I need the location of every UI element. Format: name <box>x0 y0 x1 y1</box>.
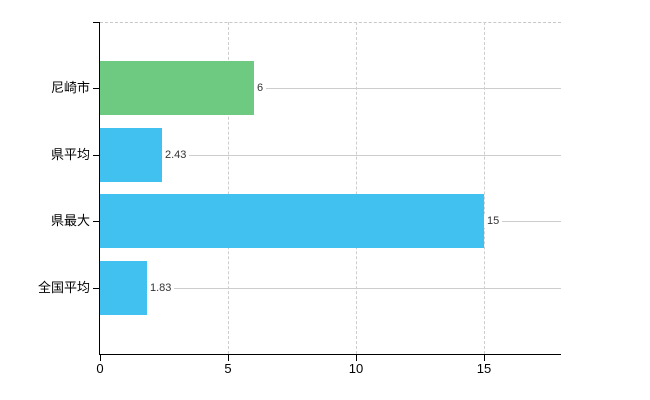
y-axis-tick <box>93 88 100 89</box>
plot-top-border <box>100 22 561 23</box>
x-axis-tick <box>356 355 357 361</box>
horizontal-gridline <box>100 88 561 89</box>
bar-value-label: 1.83 <box>147 281 175 295</box>
y-axis-tick <box>93 155 100 156</box>
y-axis-top-tick <box>93 22 100 23</box>
x-axis-tick <box>484 355 485 361</box>
horizontal-gridline <box>100 155 561 156</box>
bar-1 <box>100 61 254 115</box>
vertical-gridline <box>228 22 229 354</box>
x-axis-tick <box>228 355 229 361</box>
category-label: 県平均 <box>50 147 90 162</box>
bar-4 <box>100 261 147 315</box>
vertical-gridline <box>484 22 485 354</box>
bar-value-label: 15 <box>484 214 503 228</box>
y-axis-tick <box>93 288 100 289</box>
x-axis-line <box>99 354 561 355</box>
x-tick-label: 0 <box>96 361 104 376</box>
bar-3 <box>100 194 484 248</box>
horizontal-gridline <box>100 288 561 289</box>
bar-value-label: 2.43 <box>162 148 190 162</box>
x-tick-label: 15 <box>476 361 492 376</box>
category-label: 県最大 <box>50 213 90 228</box>
category-label: 全国平均 <box>37 280 90 295</box>
y-axis-line <box>99 22 100 355</box>
bar-2 <box>100 128 162 182</box>
x-tick-label: 10 <box>348 361 364 376</box>
x-axis-tick <box>100 355 101 361</box>
x-tick-label: 5 <box>224 361 232 376</box>
bar-value-label: 6 <box>254 81 267 95</box>
plot-area: 6 2.43 15 1.83 <box>100 22 561 354</box>
category-label: 尼崎市 <box>50 80 90 95</box>
y-axis-tick <box>93 221 100 222</box>
vertical-gridline <box>356 22 357 354</box>
